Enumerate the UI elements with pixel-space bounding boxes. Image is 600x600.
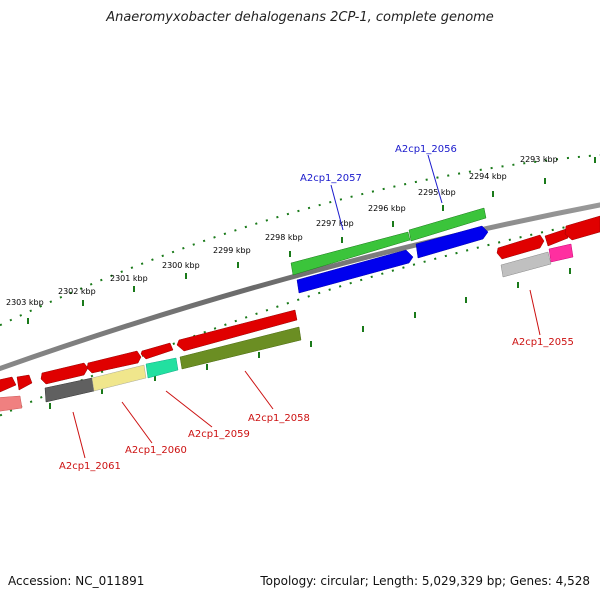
gene-arrow [296,249,414,294]
gene-label-a2cp1-2059: A2cp1_2059 [188,429,250,440]
gene-arrow [0,376,17,393]
kbp-label: 2303 kbp [6,298,44,307]
kbp-label: 2296 kbp [368,204,406,213]
gene-arrow [0,395,23,412]
gene-arrow [408,207,487,242]
kbp-label: 2300 kbp [162,261,200,270]
kbp-labels: 2303 kbp 2302 kbp 2301 kbp 2300 kbp 2299… [6,155,558,307]
outer-tick-ring [0,154,600,327]
gene-arrow [16,374,33,391]
gene-arrow [179,326,302,370]
kbp-label: 2302 kbp [58,287,96,296]
topology-text: Topology: circular; Length: 5,029,329 bp… [260,574,590,588]
gene-arrow [564,215,600,241]
gene-label-a2cp1-2058: A2cp1_2058 [248,413,310,424]
leader-lines [72,154,541,459]
gene-arrow [140,342,174,360]
gene-label-a2cp1-2056: A2cp1_2056 [395,144,457,155]
kbp-label: 2298 kbp [265,233,303,242]
accession-text: Accession: NC_011891 [8,574,145,588]
gene-arrow [500,251,552,278]
kbp-label: 2297 kbp [316,219,354,228]
gene-label-a2cp1-2057: A2cp1_2057 [300,173,362,184]
kbp-label: 2294 kbp [469,172,507,181]
gene-arrow [91,364,147,392]
kbp-label: 2299 kbp [213,246,251,255]
reverse-genes [0,225,574,412]
kbp-label: 2293 kbp [520,155,558,164]
forward-genes [0,207,600,393]
gene-label-a2cp1-2061: A2cp1_2061 [59,461,121,472]
map-title: Anaeromyxobacter dehalogenans 2CP-1, com… [106,10,494,25]
gene-label-a2cp1-2055: A2cp1_2055 [512,337,574,348]
inner-tick-ring [0,219,600,417]
kbp-label: 2301 kbp [110,274,148,283]
gene-arrow [415,225,489,259]
gene-labels: A2cp1_2057 A2cp1_2056 A2cp1_2055 A2cp1_2… [59,144,574,472]
gene-arrow [86,350,142,374]
gene-label-a2cp1-2060: A2cp1_2060 [125,445,187,456]
gene-arrow [544,228,569,247]
gene-arrow [40,362,89,385]
kbp-label: 2295 kbp [418,188,456,197]
gene-arrow [145,357,179,379]
genome-backbone [0,202,600,372]
outer-major-ticks [27,157,596,324]
gene-arrow [290,231,411,276]
gene-arrow [176,309,298,352]
gene-arrow [496,234,545,260]
gene-arrow [548,243,574,263]
